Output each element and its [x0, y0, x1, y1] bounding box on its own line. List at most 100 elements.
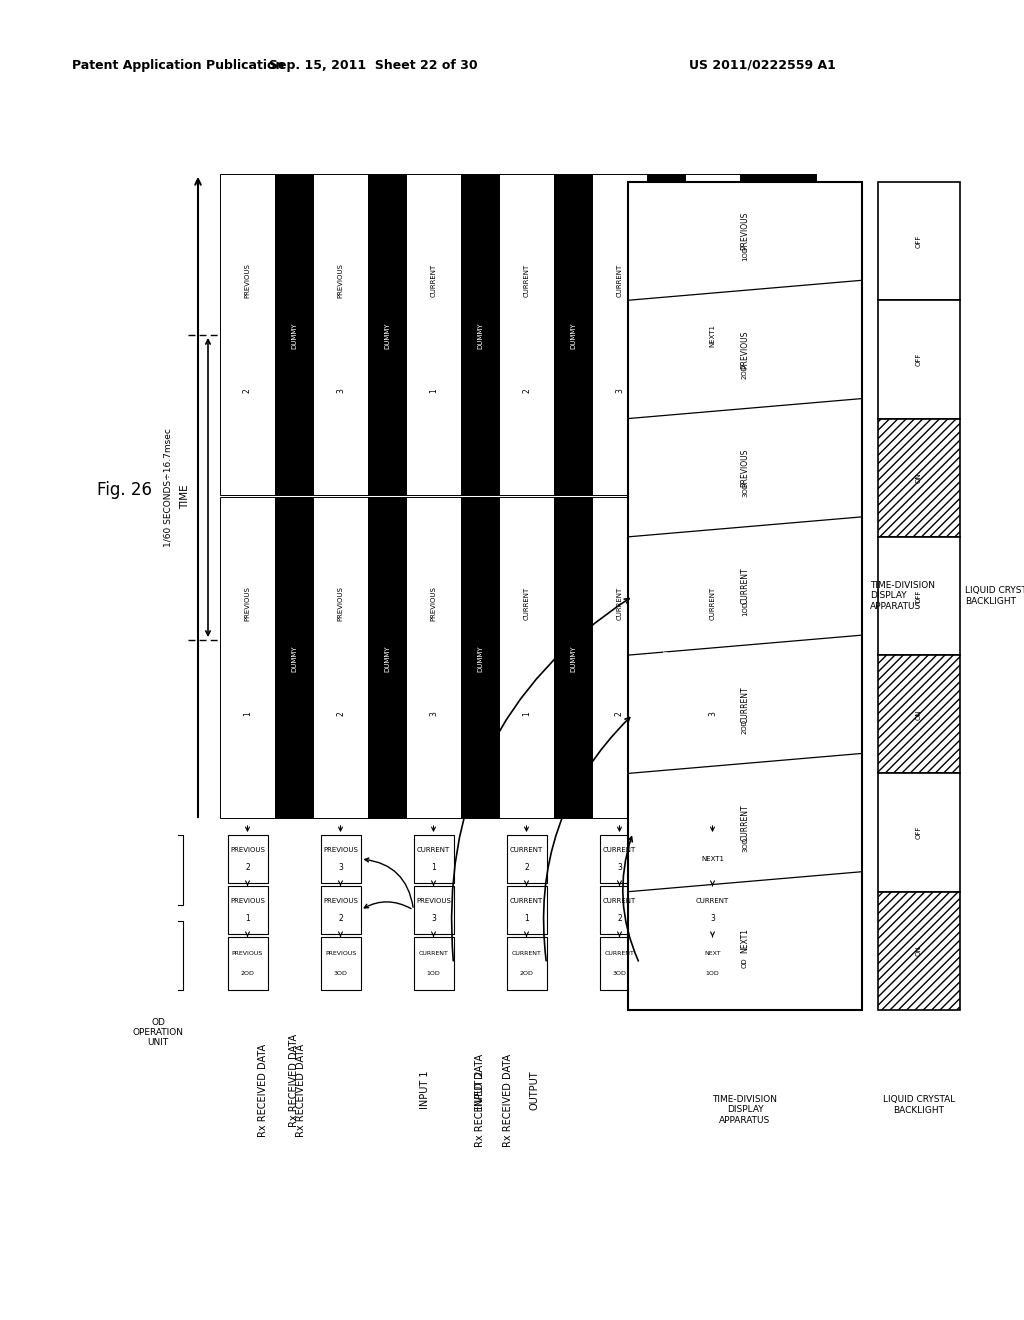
Text: 3: 3 [429, 711, 438, 715]
Text: ON: ON [916, 709, 922, 719]
Text: OFF: OFF [916, 589, 922, 603]
Text: 1OD: 1OD [742, 601, 748, 615]
Text: 3: 3 [338, 863, 343, 873]
Bar [275, 174, 313, 495]
Text: CURRENT: CURRENT [603, 847, 636, 853]
Text: LIQUID CRYSTAL
BACKLIGHT: LIQUID CRYSTAL BACKLIGHT [883, 1096, 955, 1114]
Text: CURRENT: CURRENT [419, 952, 449, 957]
Text: OFF: OFF [916, 352, 922, 366]
Bar [321, 937, 360, 990]
Bar [592, 498, 647, 818]
Text: Rx RECEIVED DATA: Rx RECEIVED DATA [503, 1053, 513, 1147]
Bar [599, 886, 640, 935]
Text: TIME-DIVISION
DISPLAY
APPARATUS: TIME-DIVISION DISPLAY APPARATUS [870, 581, 935, 611]
Text: PREVIOUS: PREVIOUS [323, 847, 358, 853]
Text: 1OD: 1OD [427, 970, 440, 975]
Text: DUMMY: DUMMY [775, 645, 781, 672]
Bar [406, 174, 461, 495]
Bar [507, 886, 547, 935]
Text: CURRENT: CURRENT [510, 899, 543, 904]
Bar [414, 886, 454, 935]
Text: NEXT1: NEXT1 [710, 323, 716, 347]
Text: 1OD: 1OD [742, 246, 748, 261]
Text: 3OD: 3OD [612, 970, 627, 975]
Bar [878, 892, 961, 1010]
Bar [692, 886, 732, 935]
Text: 2: 2 [245, 863, 250, 873]
Bar [220, 174, 275, 495]
Text: PREVIOUS: PREVIOUS [323, 899, 358, 904]
Text: PREVIOUS: PREVIOUS [230, 899, 265, 904]
Text: PREVIOUS: PREVIOUS [230, 847, 265, 853]
Bar [647, 498, 685, 818]
Text: DUMMY: DUMMY [663, 645, 669, 672]
Text: DUMMY: DUMMY [570, 645, 575, 672]
Text: 2: 2 [522, 388, 531, 393]
Text: CURRENT: CURRENT [616, 587, 623, 620]
Bar [878, 655, 961, 774]
Text: NEXT1: NEXT1 [740, 928, 750, 953]
Text: DUMMY: DUMMY [291, 645, 297, 672]
Text: 2: 2 [524, 863, 528, 873]
Text: OFF: OFF [916, 235, 922, 248]
Text: CURRENT: CURRENT [430, 264, 436, 297]
Bar [647, 174, 685, 495]
Text: OFF: OFF [916, 826, 922, 840]
Text: CURRENT: CURRENT [740, 804, 750, 841]
Bar [499, 498, 554, 818]
Text: 2: 2 [615, 711, 624, 715]
Text: CURRENT: CURRENT [417, 847, 451, 853]
Bar [507, 937, 547, 990]
Bar [461, 498, 499, 818]
Text: Patent Application Publication: Patent Application Publication [72, 58, 285, 71]
Text: 2OD: 2OD [241, 970, 254, 975]
Text: 3OD: 3OD [742, 837, 748, 853]
Bar [685, 174, 740, 495]
Text: Rx RECEIVED DATA: Rx RECEIVED DATA [257, 1043, 267, 1137]
Bar [507, 836, 547, 883]
Text: 3: 3 [431, 915, 436, 923]
Bar [554, 174, 592, 495]
Bar [599, 836, 640, 883]
Text: 3: 3 [708, 711, 717, 715]
Text: CURRENT: CURRENT [510, 847, 543, 853]
Bar [554, 498, 592, 818]
Text: Rx RECEIVED DATA: Rx RECEIVED DATA [475, 1053, 485, 1147]
Text: PREVIOUS: PREVIOUS [740, 213, 750, 251]
Text: LIQUID CRYSTAL
BACKLIGHT: LIQUID CRYSTAL BACKLIGHT [965, 586, 1024, 606]
Text: TIME-DIVISION
DISPLAY
APPARATUS: TIME-DIVISION DISPLAY APPARATUS [713, 1096, 777, 1125]
Text: 1: 1 [245, 915, 250, 923]
Text: DUMMY: DUMMY [477, 645, 483, 672]
Text: ON: ON [916, 473, 922, 483]
Text: 2: 2 [243, 388, 252, 393]
Bar [592, 174, 647, 495]
Text: ON: ON [916, 945, 922, 956]
Text: DUMMY: DUMMY [570, 322, 575, 348]
Text: NEXT1: NEXT1 [701, 855, 724, 862]
Text: 1: 1 [522, 711, 531, 715]
Bar [499, 174, 554, 495]
Bar [692, 836, 732, 883]
Text: Rx RECEIVED DATA: Rx RECEIVED DATA [296, 1043, 305, 1137]
Text: 1: 1 [431, 863, 436, 873]
Text: 1: 1 [429, 388, 438, 393]
Text: 3: 3 [617, 863, 622, 873]
Bar [878, 418, 961, 537]
Text: OD
OPERATION
UNIT: OD OPERATION UNIT [132, 1018, 183, 1047]
Text: 3: 3 [615, 388, 624, 393]
Text: PREVIOUS: PREVIOUS [245, 263, 251, 298]
Bar [878, 300, 961, 418]
Text: CURRENT: CURRENT [603, 899, 636, 904]
Text: 2: 2 [617, 915, 622, 923]
Text: PREVIOUS: PREVIOUS [416, 899, 451, 904]
Text: PREVIOUS: PREVIOUS [740, 330, 750, 368]
Bar [406, 498, 461, 818]
Text: NEXT: NEXT [705, 952, 721, 957]
Text: 1: 1 [243, 711, 252, 715]
Text: DUMMY: DUMMY [291, 322, 297, 348]
Bar [368, 498, 406, 818]
Bar [227, 836, 267, 883]
Text: DUMMY: DUMMY [384, 645, 390, 672]
Bar [461, 174, 499, 495]
Bar [220, 498, 275, 818]
